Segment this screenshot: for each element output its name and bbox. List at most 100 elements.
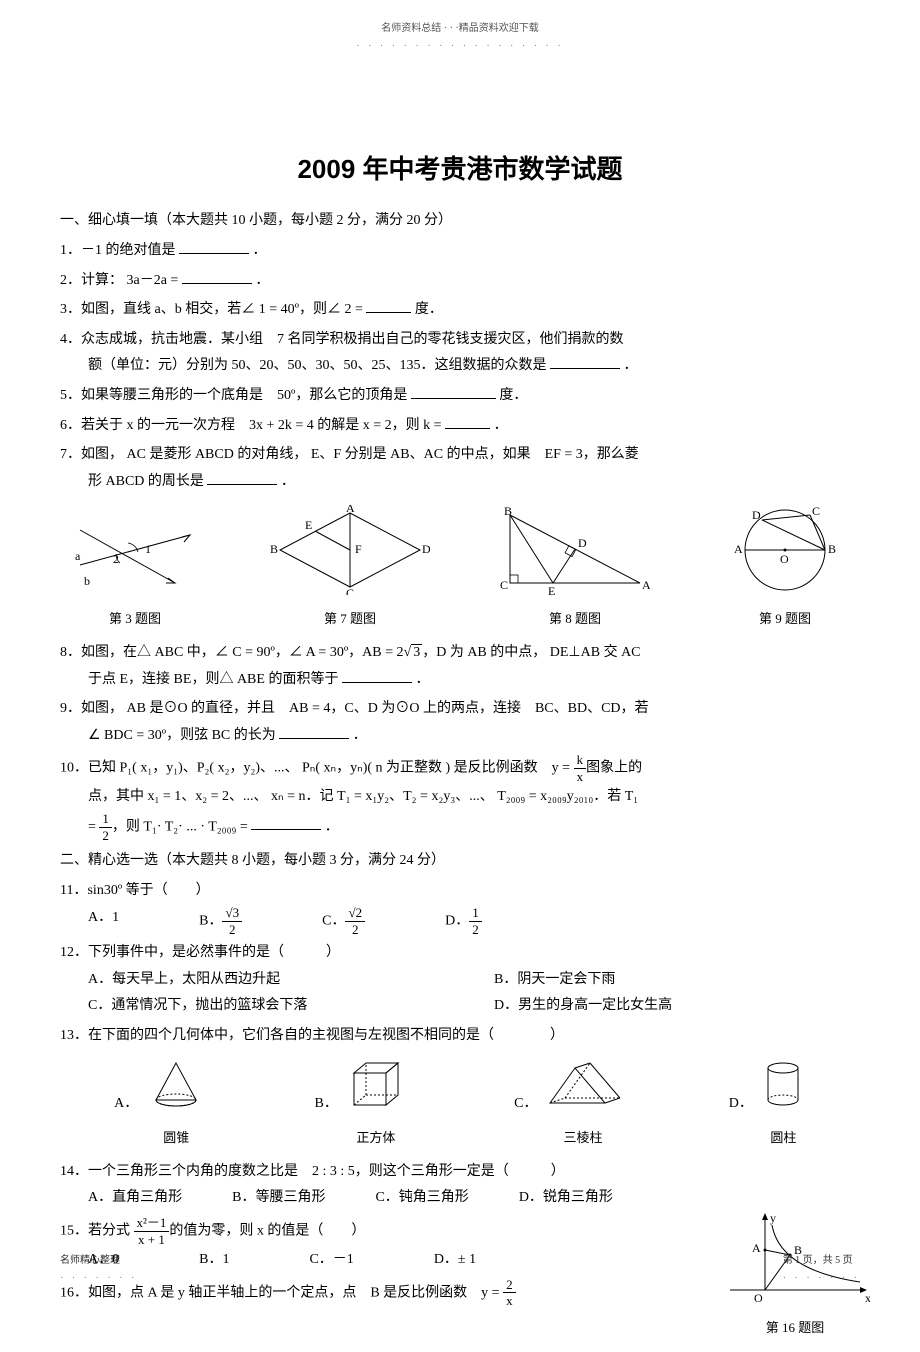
q10b: 点，其中 x₁ = 1、x₂ = 2、...、 xₙ = n．记 T₁ = x₁… <box>60 784 860 811</box>
diagram-q3-svg: a b 1 2 <box>70 505 200 595</box>
q6-blank <box>445 415 490 429</box>
q2-text: 2．计算： 3a－2a = <box>60 273 178 288</box>
q8-sqrt: 3 <box>404 640 423 667</box>
q7: 7．如图， AC 是菱形 ABCD 的对角线， E、F 分别是 AB、AC 的中… <box>60 442 860 495</box>
diagram-q8-label: 第 8 题图 <box>500 607 650 630</box>
q10a-wrap: 10．已知 P₁( x₁，y₁)、P₂( x₂，y₂)、...、 Pₙ( xₙ，… <box>60 752 860 784</box>
q10a-p2: 图象上的 <box>586 761 642 776</box>
q13-shapes: A． 圆锥 B． 正方体 <box>60 1058 860 1151</box>
q13-prism: C． 三棱柱 <box>514 1058 620 1151</box>
diagram-q3-label: 第 3 题图 <box>70 607 200 630</box>
q7b: 形 ABCD 的周长是 <box>88 474 204 489</box>
svg-text:1: 1 <box>145 542 151 556</box>
svg-text:F: F <box>355 542 362 556</box>
diagram-q8-svg: B C A D E <box>500 505 650 595</box>
diagram-q9-svg: A B C D O <box>720 505 850 595</box>
q9a: 9．如图， AB 是⊙O 的直径，并且 AB = 4，C、D 为⊙O 上的两点，… <box>60 696 860 723</box>
q10c-end: ． <box>325 819 339 834</box>
exam-title: 2009 年中考贵港市数学试题 <box>60 146 860 193</box>
q14: 14．一个三角形三个内角的度数之比是 2 : 3 : 5，则这个三角形一定是（ … <box>60 1159 860 1212</box>
q15-p1: 15．若分式 <box>60 1223 134 1238</box>
q6-text: 6．若关于 x 的一元一次方程 3x + 2k = 4 的解是 x = 2，则 … <box>60 418 442 433</box>
q6-end: ． <box>494 418 508 433</box>
q8b: 于点 E，连接 BE，则△ ABE 的面积等于 <box>88 672 338 687</box>
q8: 8．如图，在△ ABC 中，∠ C = 90º，∠ A = 30º，AB = 2… <box>60 640 860 693</box>
q13-cube: B． 正方体 <box>315 1058 406 1151</box>
q11: 11．sin30º 等于（ ） A．1 B．√32 C．√22 D．12 <box>60 878 860 937</box>
q11-choices: A．1 B．√32 C．√22 D．12 <box>60 905 860 937</box>
q2-blank <box>182 270 252 284</box>
q8b-wrap: 于点 E，连接 BE，则△ ABE 的面积等于 ． <box>60 667 860 694</box>
q10c-p2: ，则 T₁· T₂· ... · T₂₀₀₉ = <box>112 819 248 834</box>
q6: 6．若关于 x 的一元一次方程 3x + 2k = 4 的解是 x = 2，则 … <box>60 413 860 440</box>
svg-text:E: E <box>548 584 555 595</box>
q3-blank <box>366 299 411 313</box>
q4b-wrap: 额（单位：元）分别为 50、20、50、30、50、25、135．这组数据的众数… <box>60 353 860 380</box>
q3-end: 度． <box>415 302 443 317</box>
q4b-end: ． <box>624 358 638 373</box>
svg-text:D: D <box>752 508 761 522</box>
diagram-q7-svg: A B C D E F <box>270 505 430 595</box>
q2: 2．计算： 3a－2a = ． <box>60 268 860 295</box>
svg-text:D: D <box>422 542 430 556</box>
svg-text:B: B <box>270 542 278 556</box>
q13d-label: D． <box>729 1091 753 1118</box>
q14c: C．钝角三角形 <box>375 1185 468 1212</box>
q13-cylinder: D． 圆柱 <box>729 1058 806 1151</box>
q14b: B．等腰三角形 <box>232 1185 325 1212</box>
footer-left: 名师精心整理 · · · · · · · <box>60 1252 137 1288</box>
q4a: 4．众志成城，抗击地震．某小组 7 名同学积极捐出自己的零花钱支援灾区，他们捐款… <box>60 327 860 354</box>
q13-cone: A． 圆锥 <box>114 1058 206 1151</box>
svg-text:C: C <box>346 586 354 595</box>
q1-text: 1．－1 的绝对值是 <box>60 243 176 258</box>
q15-p2: 的值为零，则 x 的值是（ ） <box>169 1223 365 1238</box>
section2-header: 二、精心选一选（本大题共 8 小题，每小题 3 分，满分 24 分） <box>60 848 860 873</box>
q7a: 7．如图， AC 是菱形 ABCD 的对角线， E、F 分别是 AB、AC 的中… <box>60 442 860 469</box>
prism-icon <box>545 1058 620 1113</box>
q14d: D．锐角三角形 <box>519 1185 613 1212</box>
svg-text:C: C <box>812 505 820 518</box>
diagrams-row-1: a b 1 2 第 3 题图 A B C D E F 第 7 题图 <box>60 505 860 630</box>
q11c: C．√22 <box>322 905 365 937</box>
q1: 1．－1 的绝对值是 ． <box>60 238 860 265</box>
q10-blank <box>251 816 321 830</box>
q7-blank <box>207 471 277 485</box>
q12: 12．下列事件中，是必然事件的是（ ） A．每天早上，太阳从西边升起 B．阴天一… <box>60 940 860 1020</box>
q7b-end: ． <box>281 474 295 489</box>
q9b-end: ． <box>353 728 367 743</box>
q2-end: ． <box>255 273 269 288</box>
svg-text:A: A <box>642 578 650 592</box>
q14-choices: A．直角三角形 B．等腰三角形 C．钝角三角形 D．锐角三角形 <box>60 1185 860 1212</box>
diagram-q8: B C A D E 第 8 题图 <box>500 505 650 630</box>
q10: 10．已知 P₁( x₁，y₁)、P₂( x₂，y₂)、...、 Pₙ( xₙ，… <box>60 752 860 843</box>
q4: 4．众志成城，抗击地震．某小组 7 名同学积极捐出自己的零花钱支援灾区，他们捐款… <box>60 327 860 380</box>
q12-choices: A．每天早上，太阳从西边升起 B．阴天一定会下雨 C．通常情况下，抛出的篮球会下… <box>60 967 860 1020</box>
diagram-q7: A B C D E F 第 7 题图 <box>270 505 430 630</box>
svg-text:B: B <box>504 505 512 518</box>
q12c: C．通常情况下，抛出的篮球会下落 <box>88 993 454 1020</box>
q13-text: 13．在下面的四个几何体中，它们各自的主视图与左视图不相同的是（ ） <box>60 1023 860 1050</box>
cylinder-icon <box>761 1058 806 1113</box>
q14a: A．直角三角形 <box>88 1185 182 1212</box>
q10a-p1: 10．已知 P₁( x₁，y₁)、P₂( x₂，y₂)、...、 Pₙ( xₙ，… <box>60 761 574 776</box>
svg-text:E: E <box>305 518 312 532</box>
q13c-label: C． <box>514 1091 537 1118</box>
q8a-p2: ，D 为 AB 的中点， DE⊥AB 交 AC <box>422 645 640 660</box>
diagram-q16-label: 第 16 题图 <box>720 1316 870 1339</box>
q1-end: ． <box>253 243 267 258</box>
page-top-header: 名师资料总结 · · ·精品资料欢迎下载 · · · · · · · · · ·… <box>60 20 860 56</box>
q11d: D．12 <box>445 905 482 937</box>
q9b-wrap: ∠ BDC = 30º，则弦 BC 的长为 ． <box>60 723 860 750</box>
svg-text:B: B <box>828 542 836 556</box>
q3: 3．如图，直线 a、b 相交，若∠ 1 = 40º，则∠ 2 = 度． <box>60 297 860 324</box>
q5-end: 度． <box>499 388 527 403</box>
q9: 9．如图， AB 是⊙O 的直径，并且 AB = 4，C、D 为⊙O 上的两点，… <box>60 696 860 749</box>
svg-text:b: b <box>84 574 90 588</box>
q5: 5．如果等腰三角形的一个底角是 50º，那么它的顶角是 度． <box>60 383 860 410</box>
q11a: A．1 <box>88 905 119 937</box>
q10c-frac: 12 <box>99 811 112 843</box>
q15-frac: x²－1x + 1 <box>134 1215 170 1247</box>
cube-icon <box>346 1058 406 1113</box>
q11b: B．√32 <box>199 905 242 937</box>
diagram-q9-label: 第 9 题图 <box>720 607 850 630</box>
